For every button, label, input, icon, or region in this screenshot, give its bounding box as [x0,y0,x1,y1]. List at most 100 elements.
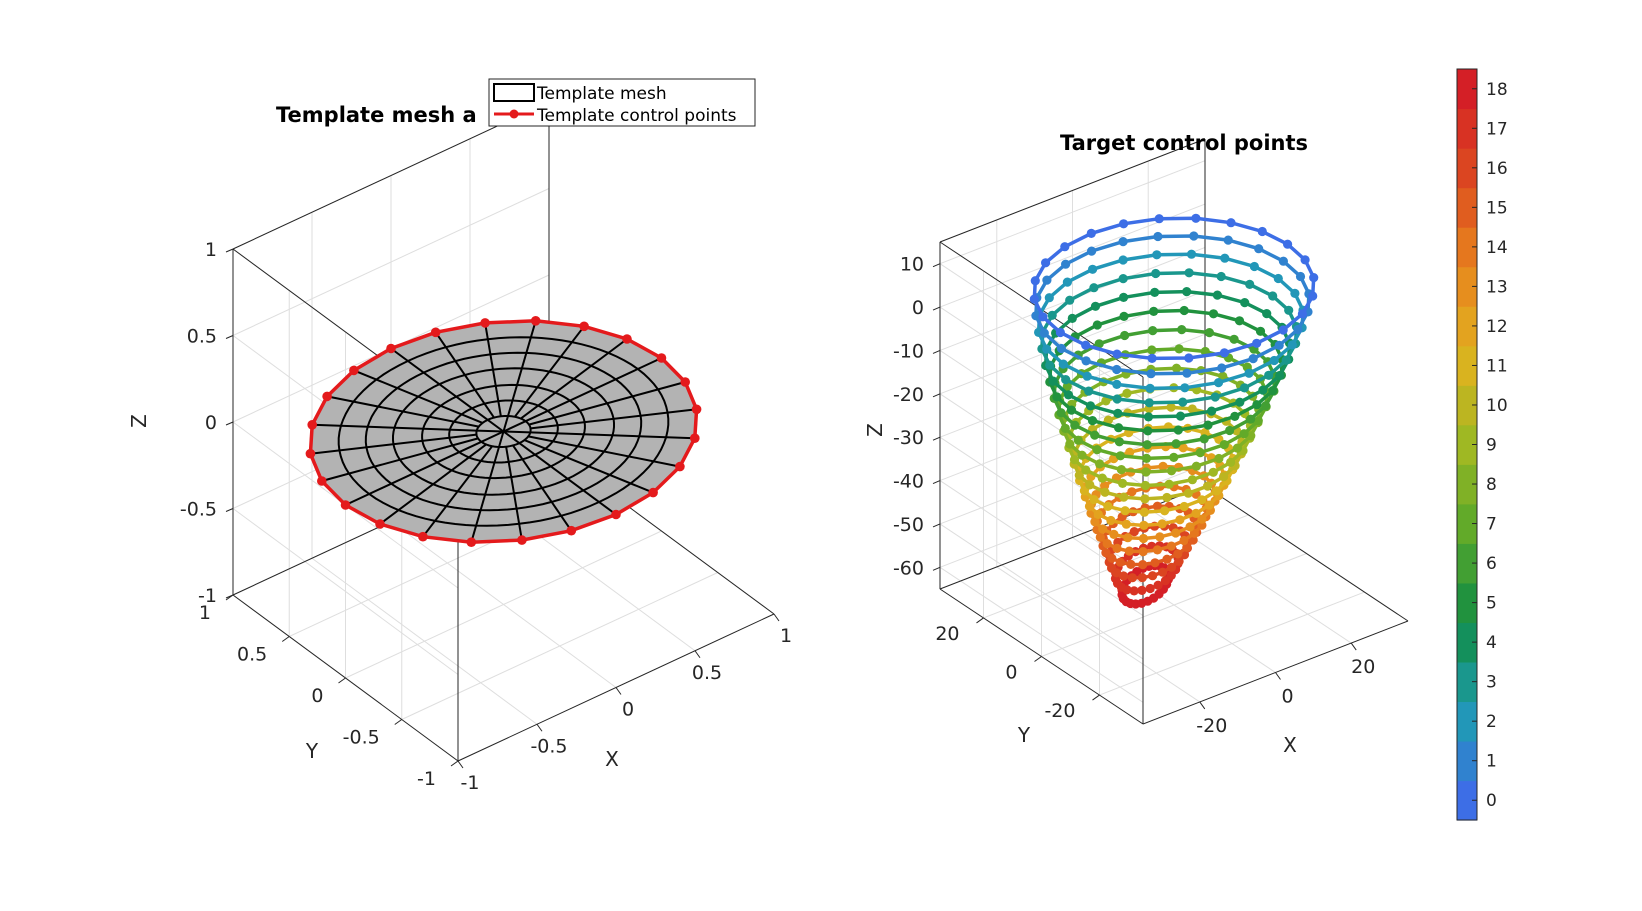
target-control-point [1084,386,1094,396]
template-control-point [648,487,658,498]
ax1-x-tick-label: -1 [461,772,480,794]
template-control-point [322,391,332,402]
ax2-floor-grid-y [1099,591,1365,696]
target-control-point [1151,268,1161,279]
target-control-point [1195,448,1205,458]
template-mesh-radial-edge [310,433,477,455]
ax2-z-tick [932,523,941,528]
ax1-x-tick-label: 1 [780,625,792,647]
target-control-point [1126,559,1136,570]
target-control-point [1124,546,1134,556]
ax2-z-tick [932,263,941,268]
colorbar-segment [1457,69,1477,110]
ax2-z-tick [932,566,941,571]
target-control-point [1229,334,1239,344]
target-control-point [1268,291,1278,301]
target-control-point [1171,363,1182,373]
target-control-point [1085,401,1096,411]
ax2-x-tick [1199,701,1206,710]
target-control-point [1114,437,1124,447]
template-control-point [530,316,541,326]
ax2-wall-grid-z2 [939,160,1206,265]
legend-entry-template-mesh: Template mesh [536,84,667,104]
ax1-z-tick [225,421,234,426]
target-control-point [1147,353,1157,363]
template-control-point [517,535,527,545]
target-control-point [1230,411,1240,421]
legend[interactable]: Template mesh Template control points [488,78,756,127]
template-control-point [466,537,477,547]
target-control-point [1122,585,1132,595]
target-control-point [1101,548,1111,558]
target-control-point [1090,430,1100,440]
colorbar-segment [1457,345,1477,386]
target-control-point [1158,567,1168,577]
target-control-point [1112,364,1122,375]
target-control-point [1284,305,1294,315]
template-mesh-radial-edge [528,381,686,426]
target-control-point [1145,583,1155,594]
template-mesh-radial-edge [512,444,573,532]
legend-mesh-swatch [493,83,535,102]
target-control-point [1182,287,1192,297]
target-control-point [1109,529,1119,540]
target-control-point [1290,288,1300,298]
ax2-z-tick [932,436,941,441]
ax2-z-tick-label: -60 [893,557,924,579]
ax1-y-tick-label: 0 [311,685,323,707]
target-control-point [1119,311,1129,321]
target-control-point [1269,355,1279,366]
template-mesh-radial-edge [507,320,537,417]
target-control-point [1101,396,1111,406]
ax1-y-tick [338,677,346,684]
target-layer [1049,325,1280,450]
target-control-point [1211,486,1222,496]
template-mesh-inner-edge [503,430,531,434]
template-mesh-radial-edge [524,439,654,494]
target-control-point [1120,330,1130,341]
target-control-point [1048,376,1058,386]
ax1-title: Template mesh a [276,103,477,127]
ax2-x-tick-label: -20 [1196,715,1227,737]
target-control-point [1189,231,1199,241]
template-control-point [611,509,621,520]
target-control-point [1067,313,1077,323]
template-mesh-radial-edge [530,408,697,430]
colorbar-segment [1457,582,1477,623]
colorbar-tick-label: 7 [1486,515,1497,535]
ax2-z-tick-label: 10 [900,254,924,276]
target-control-point [1143,426,1153,436]
target-control-point [1226,218,1236,228]
colorbar-tick-label: 5 [1486,594,1497,614]
colorbar-tick-label: 0 [1486,791,1497,811]
template-mesh-inner-edge [502,415,509,432]
ax1-x-tick [773,613,780,622]
target-control-point [1217,363,1227,373]
target-layer [1031,231,1314,379]
target-control-point [1144,398,1154,408]
target-control-point [1129,586,1139,596]
target-control-point [1182,368,1192,378]
target-control-point [1179,535,1189,546]
colorbar-tick-label: 12 [1486,317,1508,337]
target-control-point [1119,492,1129,502]
target-control-point [1197,495,1207,505]
ax1-z-tick-label: 0.5 [187,326,217,348]
target-control-point [1309,273,1319,283]
target-control-points-series [1029,213,1319,609]
target-control-point [1140,480,1150,491]
target-control-point [1174,556,1184,567]
target-control-point [1127,487,1137,497]
legend-control-points-marker [509,109,519,119]
legend-entry-template-control-points: Template control points [536,106,737,126]
ax1-z-tick-label: -0.5 [180,499,217,521]
ax1-x-tick [536,723,543,732]
colorbar-tick-label: 17 [1486,119,1508,139]
target-control-point [1123,533,1133,543]
target-control-point [1092,445,1102,455]
target-control-point [1137,573,1147,583]
target-control-point [1220,253,1230,263]
target-control-point [1115,451,1125,461]
target-control-point [1216,271,1226,282]
